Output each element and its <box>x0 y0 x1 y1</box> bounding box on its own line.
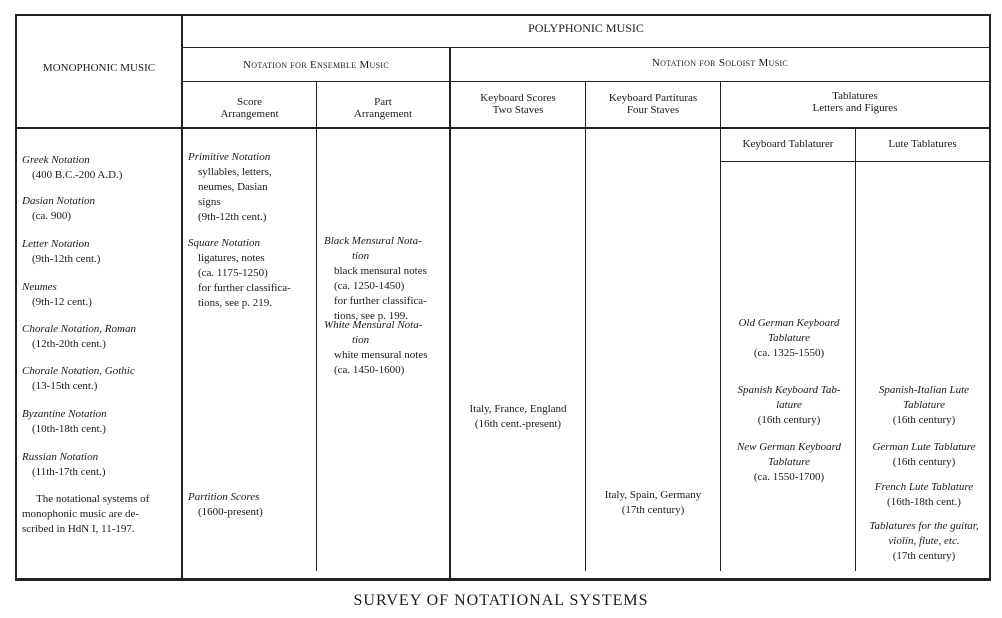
entry-line: for further classifica- <box>198 282 291 294</box>
monophonic-entry: Letter Notation (9th-12th cent.) <box>22 237 178 267</box>
header-monophonic: MONOPHONIC MUSIC <box>42 62 156 74</box>
score-entry: Primitive Notation syllables, letters, neu… <box>188 150 312 225</box>
entry-line: (9th-12 cent.) <box>32 296 92 308</box>
entry-title: Spanish Keyboard Tab- <box>737 384 841 396</box>
entry-line: (ca. 1450-1600) <box>334 364 405 376</box>
score-entry: Partition Scores (1600-present) <box>188 490 312 520</box>
entry-title: German Lute Tablature <box>872 441 976 453</box>
header-polyphonic: POLYPHONIC MUSIC <box>528 21 644 35</box>
lute-entry: Tablatures for the guitar, violin, flute,… <box>860 519 988 564</box>
entry-line: (ca. 1250-1450) <box>334 280 405 292</box>
part-entry: Black Mensural Nota-tion black mensural n… <box>324 234 446 324</box>
lute-entry: French Lute Tablature (16th-18th cent.) <box>860 480 988 510</box>
monophonic-entry: Chorale Notation, Gothic (13-15th cent.) <box>22 364 178 394</box>
kbd-tablature-entry: New German Keyboard Tablature (ca. 1550-17… <box>726 440 852 485</box>
entry-title-cont: tion <box>352 250 370 262</box>
entry-title: French Lute Tablature <box>874 481 974 493</box>
entry-line: black mensural notes <box>334 265 427 277</box>
entry-title: New German Keyboard <box>736 441 842 453</box>
entry-title: Old German Keyboard <box>738 317 840 329</box>
header-tablatures: Tablatures Letters and Figures <box>812 90 898 114</box>
header-soloist: Notation for Soloist Music <box>651 57 789 69</box>
monophonic-entry: Dasian Notation (ca. 900) <box>22 194 178 224</box>
entry-line: for further classifica- <box>334 295 427 307</box>
entry-title: Letter Notation <box>22 238 90 250</box>
entry-line: (9th-12th cent.) <box>198 211 267 223</box>
monophonic-entry: Russian Notation (11th-17th cent.) <box>22 450 178 480</box>
entry-line: white mensural notes <box>334 349 428 361</box>
monophonic-entry: Byzantine Notation (10th-18th cent.) <box>22 407 178 437</box>
entry-line: (ca. 1175-1250) <box>198 267 268 279</box>
header-lute-tablatures: Lute Tablatures <box>888 138 957 150</box>
entry-line: (17th century) <box>892 550 956 562</box>
kbd-tablature-entry: Old German Keyboard Tablature (ca. 1325-15… <box>726 316 852 361</box>
monophonic-entry: Chorale Notation, Roman (12th-20th cent.) <box>22 322 178 352</box>
entry-title: Chorale Notation, Roman <box>22 323 136 335</box>
header-kbd-partituras: Keyboard Partituras Four Staves <box>608 92 698 116</box>
monophonic-entry: Neumes (9th-12 cent.) <box>22 280 178 310</box>
entry-line: signs <box>198 196 221 208</box>
entry-line: tions, see p. 219. <box>198 297 272 309</box>
entry-line: tions, see p. 199. <box>334 310 408 322</box>
entry-title-cont: lature <box>776 399 802 411</box>
score-entry: Square Notation ligatures, notes (ca. 1175… <box>188 236 312 311</box>
part-entry: White Mensural Nota-tion white mensural n… <box>324 318 446 378</box>
entry-title: Black Mensural Nota- <box>324 235 422 247</box>
entry-line: (1600-present) <box>198 506 263 518</box>
lute-entry: Spanish-Italian Lute Tablature (16th centu… <box>860 383 988 428</box>
monophonic-entry: Greek Notation (400 B.C.-200 A.D.) <box>22 153 178 183</box>
entry-line: (11th-17th cent.) <box>32 466 106 478</box>
entry-line: (16th century) <box>892 414 956 426</box>
header-kbd-scores: Keyboard Scores Two Staves <box>480 92 556 116</box>
entry-line: (10th-18th cent.) <box>32 423 106 435</box>
entry-title-cont: violin, flute, etc. <box>888 535 960 547</box>
entry-line: (ca. 900) <box>32 210 72 222</box>
entry-title: Russian Notation <box>22 451 99 463</box>
entry-title: Dasian Notation <box>22 195 96 207</box>
entry-title: Neumes <box>22 281 57 293</box>
header-ensemble: Notation for Ensemble Music <box>243 59 389 71</box>
header-part: Part Arrangement <box>353 96 413 120</box>
entry-line: (16th-18th cent.) <box>887 496 961 508</box>
entry-line: (13-15th cent.) <box>32 380 98 392</box>
entry-title: White Mensural Nota- <box>324 319 423 331</box>
kbd-scores-entry: Italy, France, England (16th cent.-presen… <box>469 403 567 430</box>
entry-line: (12th-20th cent.) <box>32 338 106 350</box>
entry-line: (9th-12th cent.) <box>32 253 101 265</box>
entry-title: Partition Scores <box>188 491 260 503</box>
entry-line: (400 B.C.-200 A.D.) <box>32 169 123 181</box>
entry-line: syllables, letters, <box>198 166 272 178</box>
entry-title: Greek Notation <box>22 154 90 166</box>
header-score: Score Arrangement <box>220 96 279 120</box>
lute-entry: German Lute Tablature (16th century) <box>860 440 988 470</box>
entry-title-cont: Tablature <box>768 456 810 468</box>
entry-line: ligatures, notes <box>198 252 265 264</box>
entry-line: (ca. 1325-1550) <box>753 347 825 359</box>
entry-line: (16th century) <box>757 414 821 426</box>
entry-title: Square Notation <box>188 237 261 249</box>
table-caption: SURVEY OF NOTATIONAL SYSTEMS <box>353 592 649 609</box>
entry-title: Tablatures for the guitar, <box>869 520 979 532</box>
monophonic-note: The notational systems of monophonic mus… <box>22 493 150 535</box>
entry-title: Byzantine Notation <box>22 408 107 420</box>
kbd-partituras-entry: Italy, Spain, Germany (17th century) <box>604 489 702 516</box>
header-kbd-tablature: Keyboard Tablaturer <box>742 138 834 150</box>
entry-title: Chorale Notation, Gothic <box>22 365 135 377</box>
entry-title-cont: tion <box>352 334 370 346</box>
entry-title: Primitive Notation <box>188 151 271 163</box>
entry-line: (ca. 1550-1700) <box>753 471 825 483</box>
kbd-tablature-entry: Spanish Keyboard Tab-lature (16th century… <box>726 383 852 428</box>
entry-title-cont: Tablature <box>768 332 810 344</box>
entry-title-cont: Tablature <box>903 399 945 411</box>
entry-line: neumes, Dasian <box>198 181 268 193</box>
entry-line: (16th century) <box>892 456 956 468</box>
entry-title: Spanish-Italian Lute <box>878 384 970 396</box>
